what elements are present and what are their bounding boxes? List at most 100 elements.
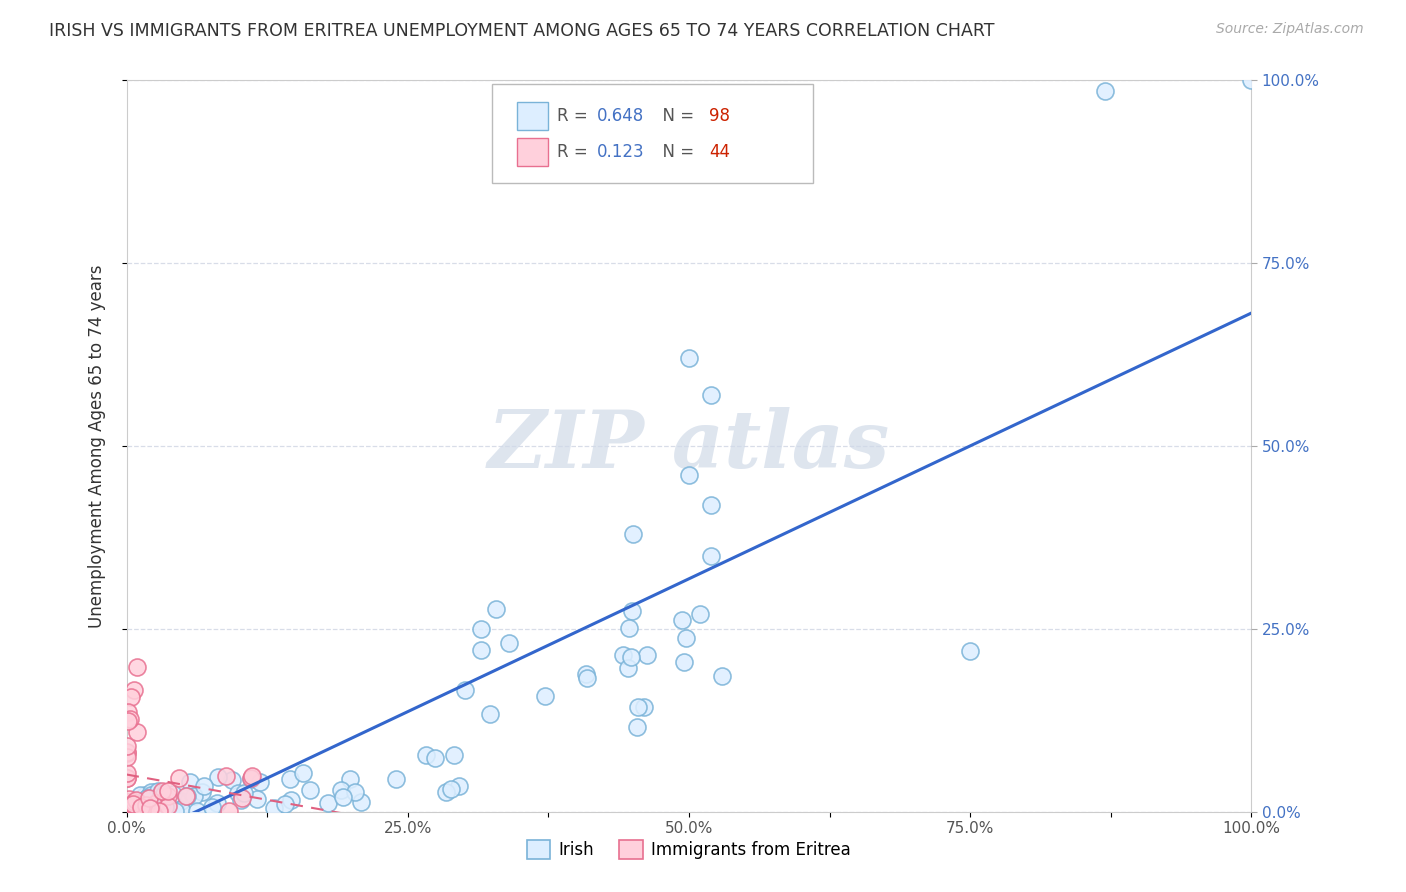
Point: [135, 793, 157, 807]
Point: [135, 797, 157, 812]
Point: [115, 797, 138, 811]
Point: [115, 749, 138, 764]
Point: [339, 772, 361, 786]
Point: [115, 739, 138, 754]
Point: [621, 604, 644, 618]
Point: [128, 804, 150, 818]
Point: [174, 789, 197, 803]
Point: [115, 745, 138, 759]
Point: [434, 784, 457, 798]
Point: [291, 766, 314, 780]
Point: [191, 785, 214, 799]
Point: [186, 805, 208, 819]
Point: [678, 351, 700, 366]
Point: [700, 388, 723, 402]
Point: [125, 660, 148, 674]
Point: [115, 795, 138, 809]
Point: [620, 649, 643, 664]
Point: [138, 790, 160, 805]
Point: [233, 786, 256, 800]
Point: [533, 690, 555, 704]
Point: [299, 782, 322, 797]
Point: [612, 648, 634, 662]
Point: [627, 700, 650, 714]
Point: [162, 787, 184, 801]
Point: [617, 621, 640, 635]
Point: [153, 793, 176, 807]
Point: [143, 801, 166, 815]
Point: [711, 669, 734, 683]
Point: [125, 724, 148, 739]
Point: [454, 683, 477, 698]
Point: [621, 526, 644, 541]
Point: [115, 795, 138, 809]
Point: [129, 800, 152, 814]
Text: R =: R =: [557, 107, 593, 125]
Point: [470, 622, 492, 636]
Point: [165, 804, 187, 818]
Point: [205, 797, 228, 811]
Point: [242, 769, 264, 783]
Point: [143, 785, 166, 799]
Point: [423, 751, 446, 765]
Point: [675, 632, 697, 646]
Point: [385, 772, 408, 786]
Point: [626, 720, 648, 734]
Point: [207, 770, 229, 784]
Point: [218, 804, 240, 818]
Point: [139, 798, 162, 813]
Point: [128, 800, 150, 814]
Text: 0.123: 0.123: [596, 143, 644, 161]
Point: [350, 795, 373, 809]
Point: [447, 779, 470, 793]
FancyBboxPatch shape: [517, 103, 548, 130]
Point: [240, 771, 263, 785]
Point: [274, 797, 297, 811]
Text: N =: N =: [652, 143, 699, 161]
Point: [201, 800, 224, 814]
Text: N =: N =: [652, 107, 699, 125]
Point: [124, 683, 146, 698]
Point: [671, 613, 693, 627]
Point: [678, 468, 700, 483]
Point: [141, 785, 163, 799]
Point: [135, 797, 157, 812]
Text: IRISH VS IMMIGRANTS FROM ERITREA UNEMPLOYMENT AMONG AGES 65 TO 74 YEARS CORRELAT: IRISH VS IMMIGRANTS FROM ERITREA UNEMPLO…: [49, 22, 994, 40]
Point: [167, 771, 190, 785]
Point: [115, 766, 138, 780]
Point: [117, 705, 139, 719]
FancyBboxPatch shape: [517, 138, 548, 166]
Point: [134, 792, 156, 806]
Point: [576, 671, 599, 685]
Point: [115, 802, 138, 816]
Point: [415, 747, 437, 762]
Point: [179, 775, 201, 789]
Point: [278, 772, 301, 786]
Point: [479, 706, 502, 721]
Point: [148, 804, 170, 818]
Point: [157, 798, 180, 813]
Point: [134, 788, 156, 802]
Point: [700, 549, 723, 563]
Text: 0.648: 0.648: [596, 107, 644, 125]
Point: [485, 602, 508, 616]
Point: [221, 773, 243, 788]
Point: [228, 786, 250, 800]
Point: [633, 699, 655, 714]
Point: [138, 801, 160, 815]
Point: [443, 748, 465, 763]
Point: [636, 648, 658, 663]
Point: [118, 791, 141, 805]
Point: [470, 643, 492, 657]
Point: [150, 784, 173, 798]
Point: [170, 802, 193, 816]
Point: [145, 797, 167, 811]
Point: [193, 779, 215, 793]
Point: [344, 785, 367, 799]
Point: [231, 793, 253, 807]
Point: [153, 787, 176, 801]
Point: [136, 790, 159, 805]
Point: [330, 783, 353, 797]
Point: [115, 772, 138, 786]
Point: [117, 714, 139, 728]
